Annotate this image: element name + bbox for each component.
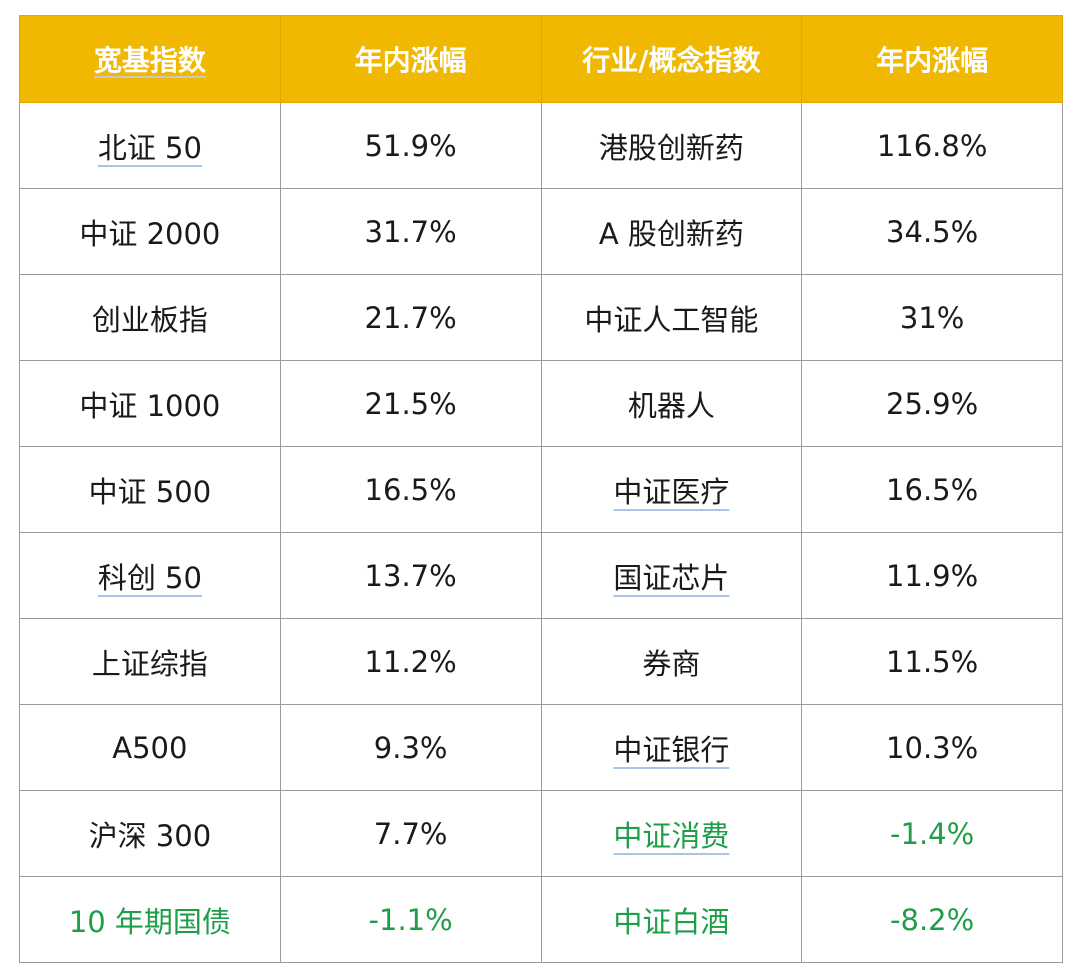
sector-index-name: 中证人工智能 bbox=[540, 274, 803, 361]
broad-index-change: 31.7% bbox=[279, 188, 542, 275]
broad-index-change: 9.3% bbox=[279, 704, 542, 791]
broad-index-change: 7.7% bbox=[279, 790, 542, 877]
index-performance-table-container: 宽基指数 年内涨幅 行业/概念指数 年内涨幅 北证 50 51.9% 港股创新药… bbox=[19, 15, 1063, 963]
broad-index-change: 13.7% bbox=[279, 532, 542, 619]
table-row: 中证 500 16.5% 中证医疗 16.5% bbox=[19, 446, 1063, 533]
header-broad-index: 宽基指数 bbox=[19, 15, 281, 103]
sector-index-name: 国证芯片 bbox=[540, 532, 803, 619]
sector-index-name: 港股创新药 bbox=[540, 102, 803, 189]
sector-index-change: 11.5% bbox=[801, 618, 1063, 705]
sector-index-name: 中证银行 bbox=[540, 704, 803, 791]
table-row: 10 年期国债 -1.1% 中证白酒 -8.2% bbox=[19, 876, 1063, 963]
header-sector-change: 年内涨幅 bbox=[801, 15, 1063, 103]
broad-index-name: 北证 50 bbox=[19, 102, 281, 189]
header-broad-change: 年内涨幅 bbox=[279, 15, 542, 103]
sector-index-name: 中证白酒 bbox=[540, 876, 803, 963]
header-sector-index: 行业/概念指数 bbox=[540, 15, 803, 103]
sector-index-change: 25.9% bbox=[801, 360, 1063, 447]
table-row: 中证 1000 21.5% 机器人 25.9% bbox=[19, 360, 1063, 447]
broad-index-name: 中证 500 bbox=[19, 446, 281, 533]
sector-index-change: -8.2% bbox=[801, 876, 1063, 963]
broad-index-change: 21.7% bbox=[279, 274, 542, 361]
sector-index-label: 中证银行 bbox=[613, 732, 730, 767]
broad-index-name: 沪深 300 bbox=[19, 790, 281, 877]
table-row: 上证综指 11.2% 券商 11.5% bbox=[19, 618, 1063, 705]
broad-index-name: 上证综指 bbox=[19, 618, 281, 705]
sector-index-name: 机器人 bbox=[540, 360, 803, 447]
table-row: A500 9.3% 中证银行 10.3% bbox=[19, 704, 1063, 791]
broad-index-name: 科创 50 bbox=[19, 532, 281, 619]
broad-index-name: 中证 1000 bbox=[19, 360, 281, 447]
header-broad-index-label: 宽基指数 bbox=[93, 44, 206, 77]
sector-index-change: 10.3% bbox=[801, 704, 1063, 791]
broad-index-change: 51.9% bbox=[279, 102, 542, 189]
broad-index-change: 21.5% bbox=[279, 360, 542, 447]
broad-index-label: 北证 50 bbox=[97, 130, 202, 165]
sector-index-change: -1.4% bbox=[801, 790, 1063, 877]
sector-index-change: 34.5% bbox=[801, 188, 1063, 275]
broad-index-name: 10 年期国债 bbox=[19, 876, 281, 963]
broad-index-change: 16.5% bbox=[279, 446, 542, 533]
sector-index-label: 中证消费 bbox=[613, 818, 730, 853]
sector-index-change: 31% bbox=[801, 274, 1063, 361]
sector-index-name: A 股创新药 bbox=[540, 188, 803, 275]
broad-index-name: 创业板指 bbox=[19, 274, 281, 361]
sector-index-change: 16.5% bbox=[801, 446, 1063, 533]
broad-index-name: A500 bbox=[19, 704, 281, 791]
sector-index-name: 券商 bbox=[540, 618, 803, 705]
table-row: 创业板指 21.7% 中证人工智能 31% bbox=[19, 274, 1063, 361]
broad-index-change: -1.1% bbox=[279, 876, 542, 963]
sector-index-change: 11.9% bbox=[801, 532, 1063, 619]
sector-index-name: 中证医疗 bbox=[540, 446, 803, 533]
header-row: 宽基指数 年内涨幅 行业/概念指数 年内涨幅 bbox=[19, 15, 1063, 103]
sector-index-label: 国证芯片 bbox=[613, 560, 730, 595]
broad-index-label: 科创 50 bbox=[97, 560, 202, 595]
sector-index-name: 中证消费 bbox=[540, 790, 803, 877]
table-row: 沪深 300 7.7% 中证消费 -1.4% bbox=[19, 790, 1063, 877]
table-row: 科创 50 13.7% 国证芯片 11.9% bbox=[19, 532, 1063, 619]
sector-index-change: 116.8% bbox=[801, 102, 1063, 189]
table-row: 北证 50 51.9% 港股创新药 116.8% bbox=[19, 102, 1063, 189]
index-performance-table: 宽基指数 年内涨幅 行业/概念指数 年内涨幅 北证 50 51.9% 港股创新药… bbox=[19, 15, 1063, 963]
table-row: 中证 2000 31.7% A 股创新药 34.5% bbox=[19, 188, 1063, 275]
broad-index-name: 中证 2000 bbox=[19, 188, 281, 275]
broad-index-change: 11.2% bbox=[279, 618, 542, 705]
sector-index-label: 中证医疗 bbox=[613, 474, 730, 509]
